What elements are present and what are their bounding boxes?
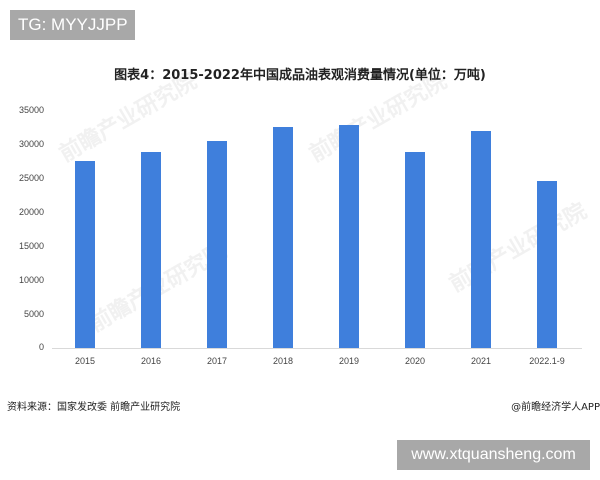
x-tick: 2019 (338, 356, 360, 366)
watermark: 前瞻产业研究院 (445, 198, 592, 298)
bar-2017 (207, 140, 227, 348)
bar-2018 (273, 127, 293, 348)
bar-2015 (75, 161, 95, 348)
x-tick: 2017 (206, 356, 228, 366)
y-tick: 35000 (18, 105, 44, 115)
credit-note: @前瞻经济学人APP (511, 402, 600, 413)
x-axis-line (52, 348, 582, 349)
bar-2021 (471, 131, 491, 348)
chart-title: 图表4：2015-2022年中国成品油表观消费量情况(单位：万吨) (114, 68, 486, 83)
x-tick: 2021 (470, 356, 492, 366)
bar-2019 (339, 125, 359, 348)
tg-badge: TG: MYYJJPP (10, 10, 135, 40)
x-tick: 2022.1-9 (529, 356, 565, 366)
y-tick: 0 (38, 342, 44, 352)
x-tick: 2020 (404, 356, 426, 366)
y-tick: 10000 (18, 275, 44, 285)
y-tick: 30000 (18, 139, 44, 149)
bar-2020 (405, 151, 425, 348)
y-tick: 5000 (23, 309, 44, 319)
site-badge: www.xtquansheng.com (397, 440, 590, 470)
y-tick: 15000 (18, 241, 44, 251)
bar-2016 (141, 151, 161, 348)
x-tick: 2015 (74, 356, 96, 366)
bar-2022.1-9 (537, 180, 557, 348)
x-tick: 2018 (272, 356, 294, 366)
y-tick: 25000 (18, 173, 44, 183)
source-note: 资料来源：国家发改委 前瞻产业研究院 (7, 402, 181, 413)
y-tick: 20000 (18, 207, 44, 217)
x-tick: 2016 (140, 356, 162, 366)
